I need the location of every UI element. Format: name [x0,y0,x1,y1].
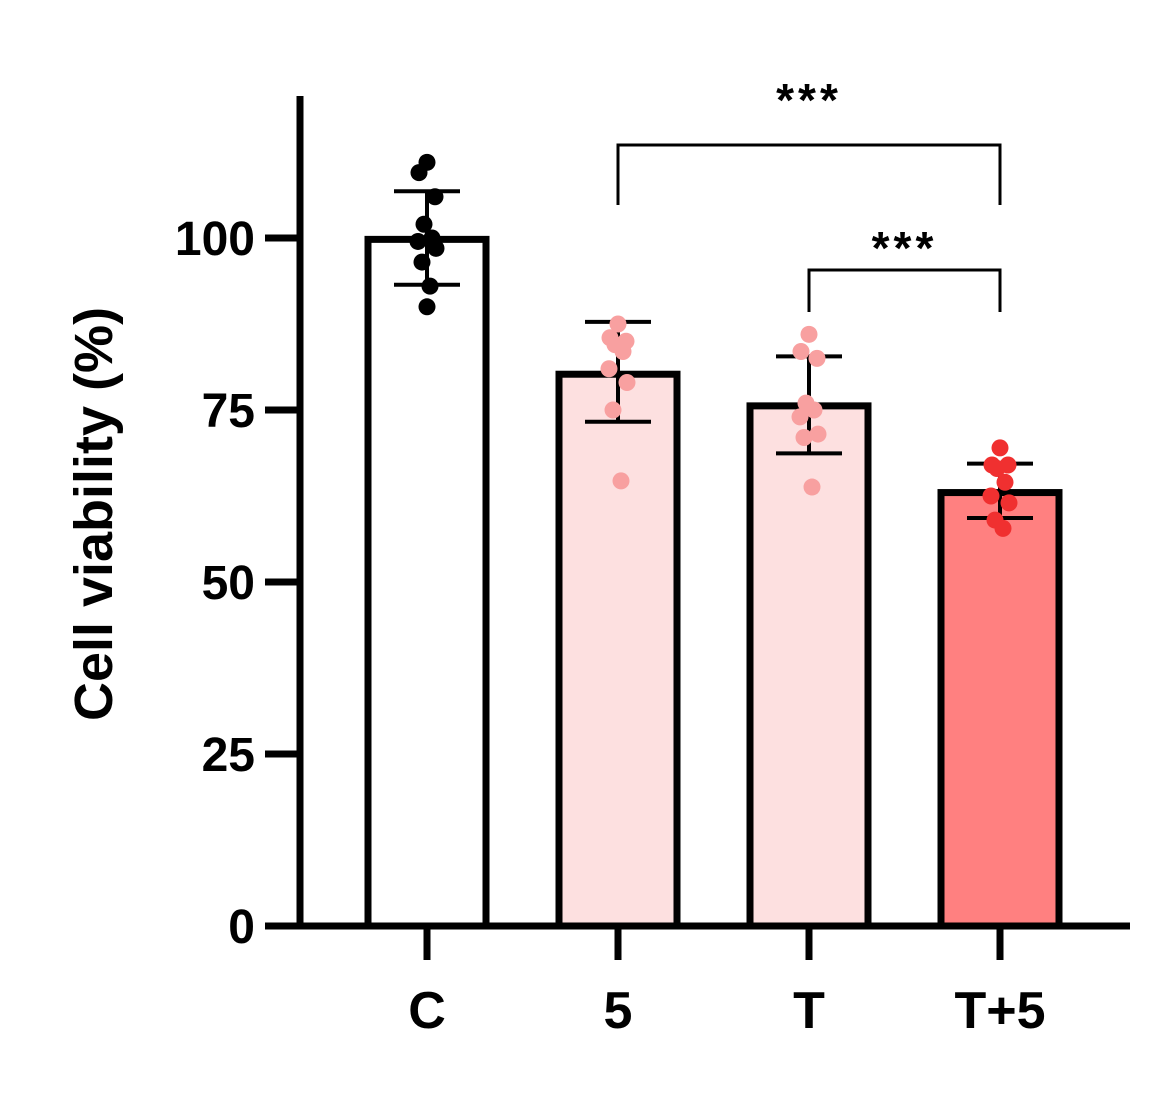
bar-T+5 [937,489,1063,930]
data-point-C [427,239,445,257]
significance-bracket-line [807,268,1002,312]
data-point-C [426,188,444,206]
data-point-C [409,232,427,250]
x-tick-label-T: T [793,982,825,1040]
data-point-5 [609,315,627,333]
y-axis-label: Cell viability (%) [64,307,124,721]
data-point-T [805,401,823,419]
data-point-T [803,478,821,496]
data-point-T+5 [988,459,1006,477]
data-point-T [792,343,810,361]
data-point-T+5 [994,519,1012,537]
data-point-T+5 [1000,494,1018,512]
significance-bracket-line [616,143,1002,205]
data-point-C [410,164,428,182]
data-point-C [421,277,439,295]
data-point-5 [614,343,632,361]
y-tick-label: 100 [175,213,255,266]
data-point-5 [618,373,636,391]
data-point-5 [612,472,630,490]
significance-layer: *** *** [616,74,1002,312]
data-point-T [800,325,818,343]
y-tick-label: 50 [202,557,255,610]
bar-C [364,235,490,930]
data-point-5 [600,360,618,378]
y-tick-label: 25 [202,729,255,782]
significance-label: *** [776,74,842,126]
data-point-T+5 [982,487,1000,505]
bar-5 [555,370,681,930]
data-point-T [809,425,827,443]
data-point-C [415,215,433,233]
significance-bracket: *** [807,222,1002,312]
x-tick-label-5: 5 [604,982,633,1040]
data-point-5 [604,401,622,419]
data-point-T [795,429,813,447]
data-point-T [791,408,809,426]
y-tick-label: 75 [202,385,255,438]
axes-layer: 0 25 50 75 100 C 5 T T+5 [175,96,1130,1040]
data-point-T [808,349,826,367]
bars-layer [364,235,1063,930]
data-point-C [418,298,436,316]
significance-label: *** [872,222,938,274]
x-tick-label-T+5: T+5 [954,982,1045,1040]
data-points-layer [409,153,1018,537]
data-point-C [413,253,431,271]
x-tick-label-C: C [408,982,446,1040]
y-tick-label: 0 [228,901,255,954]
data-point-T+5 [991,439,1009,457]
significance-bracket: *** [616,74,1002,205]
data-point-T+5 [996,473,1014,491]
